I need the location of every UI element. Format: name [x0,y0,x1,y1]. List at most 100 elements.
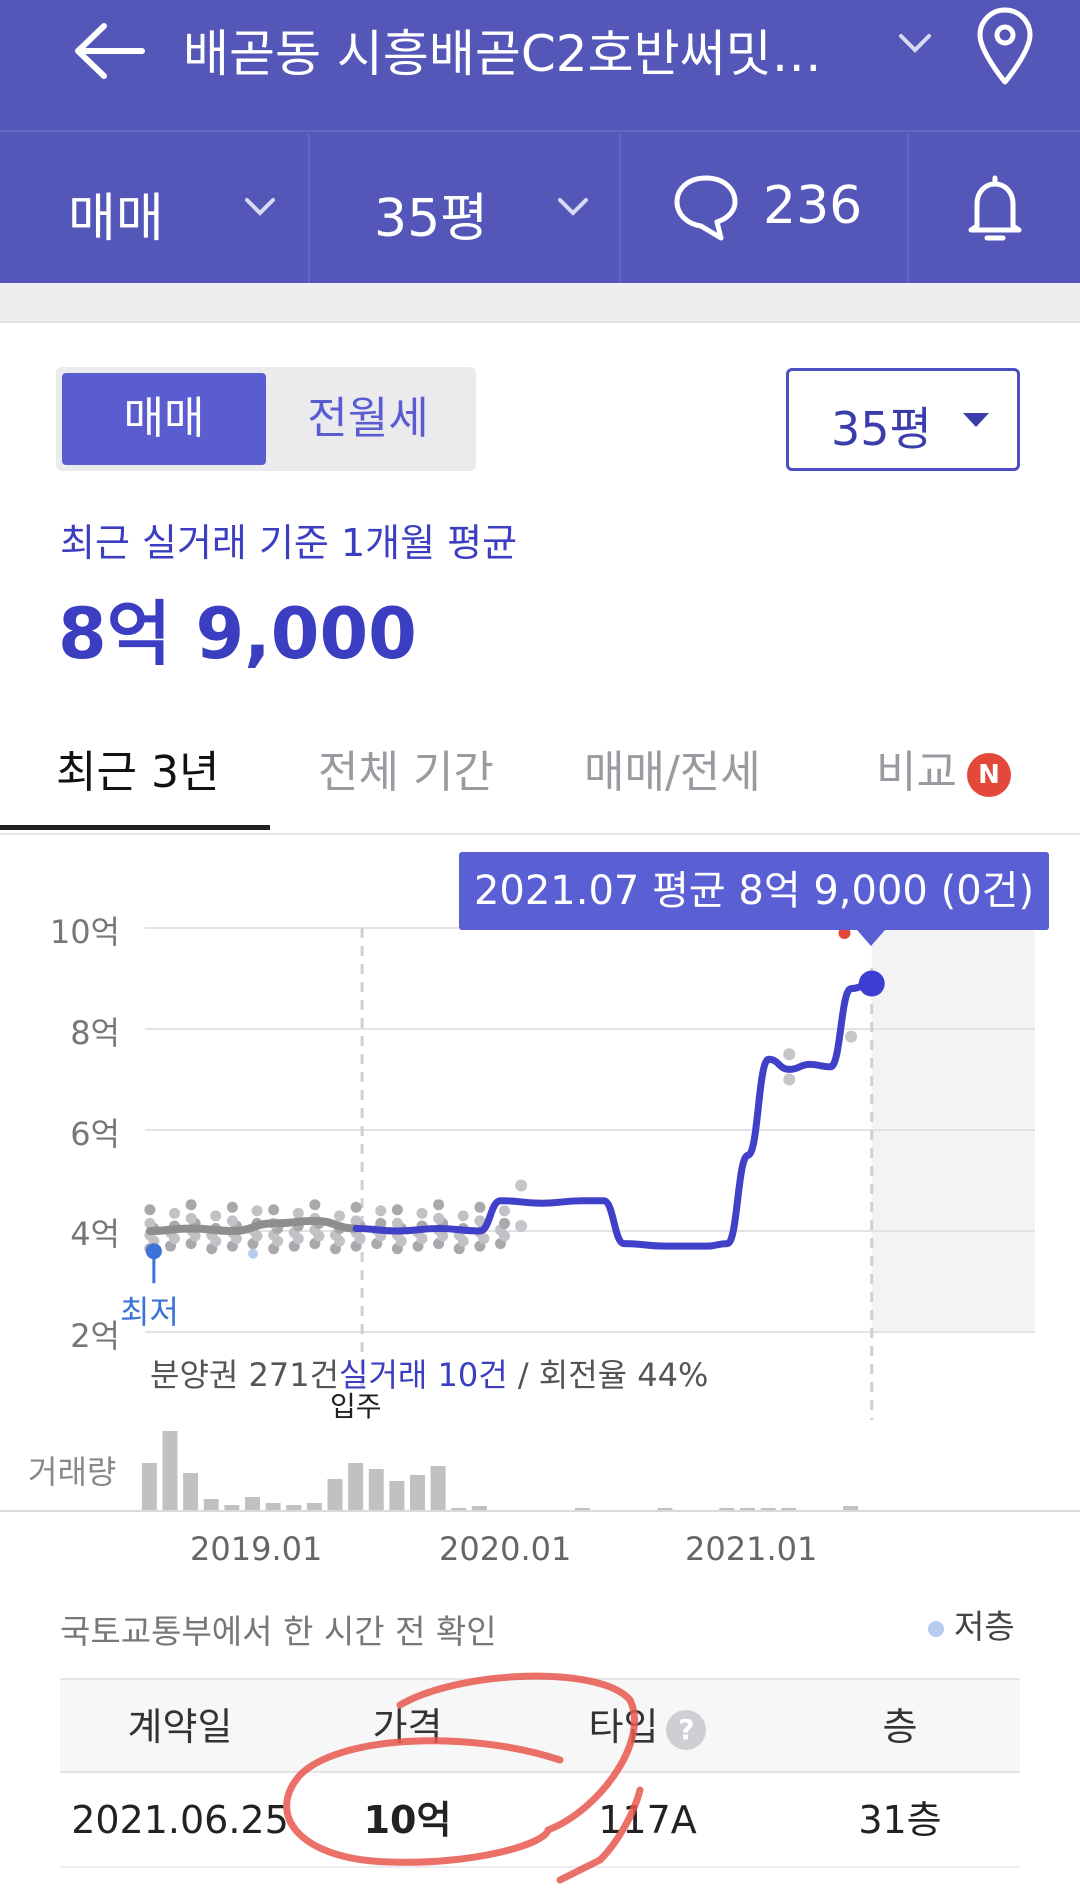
speech-bubble-icon [674,175,738,241]
transaction-point [226,1215,238,1227]
question-icon[interactable]: ? [666,1709,707,1750]
transaction-point [457,1210,469,1222]
complex-title[interactable]: 배곧동 시흥배곧C2호반써밋… [183,25,822,83]
tab-compare[interactable]: 비교 N [876,736,1011,800]
volume-label: 거래량 [28,1453,117,1491]
filter-bar: 매매 35평 236 [0,134,1080,283]
presale-count: 분양권 271건 [150,1356,340,1394]
chevron-down-icon [245,198,275,216]
bell-icon [968,175,1022,241]
highlight-point [838,927,851,940]
deal-type-filter[interactable]: 매매 [0,134,310,283]
volume-bar [327,1479,343,1511]
deal-type-label: 매매 [68,189,164,249]
low-floor-point [248,1248,258,1259]
x-tick-label: 2020.01 [439,1530,572,1568]
volume-bar [245,1497,260,1511]
active-tab-underline [0,825,270,830]
tab-recent-3y[interactable]: 최근 3년 [56,747,220,798]
volume-bar [410,1475,425,1511]
legend-low-floor-label: 저층 [954,1607,1015,1646]
alert-button[interactable] [909,134,1080,283]
row-type: 117A [598,1798,697,1842]
transaction-point [185,1212,197,1224]
transaction-point [433,1199,445,1211]
y-tick-label: 2억 [70,1317,120,1355]
deal-type-toggle: 매매 전월세 [56,367,476,471]
volume-bar [224,1505,240,1511]
transaction-point [292,1207,304,1219]
new-badge: N [966,753,1011,797]
transaction-point [268,1204,280,1216]
transaction-point [391,1217,403,1229]
transaction-point [309,1199,321,1211]
transaction-point [350,1215,362,1227]
price-chart[interactable]: 2021.07 평균 8억 9,000 (0건) 10억 8억 6억 4억 2억… [0,835,1080,1511]
size-select-value: 35평 [831,402,932,456]
transaction-point [375,1217,387,1229]
transaction-point [845,1030,858,1043]
tooltip-arrow [857,930,885,946]
transaction-point [391,1204,403,1216]
comments-button[interactable]: 236 [621,134,909,283]
lowest-label: 최저 [120,1293,179,1331]
x-tick-label: 2019.01 [190,1530,323,1568]
average-label: 최근 실거래 기준 1개월 평균 [60,521,518,565]
transaction-point [210,1210,222,1222]
lowest-marker [145,1243,162,1260]
header-contract-date: 계약일 [127,1705,233,1749]
transaction-point [185,1199,197,1211]
size-filter[interactable]: 35평 [310,134,621,283]
y-tick-label: 10억 [49,913,120,951]
volume-bar [760,1508,776,1511]
toggle-rent[interactable]: 전월세 [307,393,429,444]
app-header: 배곧동 시흥배곧C2호반써밋… 매매 35평 236 [0,0,1080,283]
header-price: 가격 [372,1705,443,1749]
chevron-down-icon[interactable] [895,28,935,58]
transaction-point [515,1219,528,1232]
transaction-point [251,1205,263,1217]
transaction-point [783,1048,796,1061]
transaction-point [350,1201,362,1213]
volume-bar [162,1431,178,1511]
transaction-point [433,1212,445,1224]
toggle-sale[interactable]: 매매 [62,373,266,465]
legend-low-floor: 저층 [928,1600,1015,1648]
tab-compare-label: 비교 [876,747,957,798]
chart-tooltip: 2021.07 평균 8억 9,000 (0건) [459,852,1049,930]
data-source-note: 국토교통부에서 한 시간 전 확인 [60,1612,497,1651]
volume-bar [286,1505,302,1511]
transaction-point [783,1073,796,1086]
volume-bar [451,1508,467,1511]
row-price: 10억 [363,1798,452,1842]
transaction-point [499,1217,510,1229]
volume-bar [348,1463,364,1511]
location-pin-icon[interactable] [972,6,1038,86]
table-row[interactable]: 2021.06.25 10억 117A 31층 [60,1773,1020,1868]
tab-all-period[interactable]: 전체 기간 [318,747,494,798]
transaction-table: 계약일 가격 타입? 층 2021.06.25 10억 117A 31층 [60,1678,1020,1868]
size-label: 35평 [374,189,489,249]
volume-bar [471,1506,487,1511]
transaction-point [515,1179,528,1192]
header-floor: 층 [882,1705,918,1749]
back-arrow-icon[interactable] [70,20,150,82]
volume-bar [719,1508,735,1511]
transaction-point [375,1205,387,1217]
tab-sale-jeonse[interactable]: 매매/전세 [584,747,761,798]
volume-bar [141,1463,157,1511]
transaction-point [416,1207,428,1219]
transaction-point [144,1217,156,1229]
volume-bar [368,1469,384,1511]
actual-trade-count: 실거래 10건 [339,1356,508,1394]
header-type-label: 타입 [588,1705,659,1749]
size-select[interactable]: 35평 [786,368,1020,471]
transaction-point [144,1204,156,1216]
move-in-label: 입주 [330,1390,382,1423]
low-floor-dot [928,1620,944,1637]
volume-bar [657,1508,673,1511]
volume-bar [843,1506,859,1511]
volume-bar [183,1473,199,1511]
row-floor: 31층 [858,1798,942,1842]
current-price-point [858,970,885,997]
